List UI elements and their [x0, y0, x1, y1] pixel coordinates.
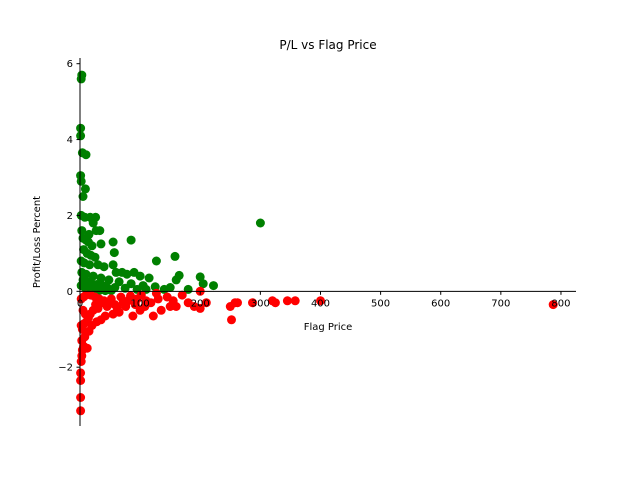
data-point	[121, 302, 131, 311]
data-point	[90, 252, 100, 262]
data-point	[120, 283, 130, 293]
data-point	[255, 218, 265, 228]
x-tick-label: 400	[311, 298, 330, 309]
data-point	[170, 251, 180, 261]
data-point	[97, 298, 107, 308]
x-tick-label: 600	[431, 298, 450, 309]
x-axis-label: Flag Price	[304, 322, 353, 333]
data-point	[82, 317, 92, 327]
data-point	[233, 298, 242, 308]
data-point	[76, 74, 86, 84]
data-point	[201, 298, 211, 308]
data-point	[91, 226, 101, 236]
x-tick-label: 200	[191, 298, 210, 309]
data-point	[316, 296, 325, 306]
y-tick-label: 4	[67, 135, 73, 146]
data-point	[195, 272, 205, 282]
x-tick-label: 800	[551, 298, 570, 309]
y-axis-label: Profit/Loss Percent	[32, 196, 43, 288]
data-point	[76, 123, 86, 133]
y-ticks: −2 0 2 4 6	[58, 59, 80, 374]
data-point	[122, 269, 132, 279]
data-point	[116, 292, 126, 302]
data-point	[290, 296, 300, 306]
x-tick-label: 700	[491, 298, 510, 309]
data-point	[109, 248, 119, 258]
data-point	[126, 291, 135, 301]
data-point	[135, 271, 145, 281]
data-point	[151, 256, 161, 266]
data-point	[548, 300, 558, 310]
data-point	[126, 235, 136, 245]
data-point	[156, 305, 166, 315]
chart-title: P/L vs Flag Price	[279, 38, 376, 52]
data-point	[128, 311, 138, 321]
x-tick-label: 0	[77, 298, 83, 309]
data-point	[76, 376, 86, 385]
x-ticks: 0 100 200 300 400 500 600 700 800	[77, 291, 571, 309]
data-point	[148, 311, 158, 321]
data-point	[130, 300, 140, 310]
data-point	[76, 176, 86, 186]
data-point	[76, 406, 86, 416]
data-point	[168, 296, 178, 306]
data-point	[209, 281, 218, 291]
data-point	[88, 218, 98, 228]
points-layer	[76, 70, 558, 416]
data-point	[88, 271, 98, 281]
data-point	[81, 150, 91, 160]
data-point	[108, 237, 118, 247]
data-point	[248, 298, 257, 308]
data-point	[82, 343, 92, 353]
data-point	[112, 303, 122, 313]
data-point	[227, 315, 236, 325]
data-point	[104, 275, 114, 285]
data-point	[76, 393, 86, 402]
data-point	[198, 279, 208, 289]
data-point	[85, 309, 95, 319]
x-tick-label: 100	[131, 298, 150, 309]
x-tick-label: 300	[251, 298, 270, 309]
data-point	[99, 262, 109, 272]
data-point	[106, 286, 116, 296]
data-point	[174, 270, 184, 280]
data-point	[85, 260, 95, 270]
data-point	[76, 131, 86, 141]
data-point	[144, 273, 154, 283]
data-point	[100, 311, 110, 321]
y-tick-label: 2	[67, 211, 73, 222]
y-tick-label: 6	[67, 59, 73, 70]
data-point	[77, 226, 87, 236]
data-point	[195, 303, 205, 313]
x-tick-label: 500	[371, 298, 390, 309]
data-point	[106, 294, 116, 304]
data-point	[270, 298, 280, 308]
data-point	[78, 192, 88, 201]
data-point	[108, 260, 118, 270]
data-point	[282, 296, 292, 306]
data-point	[153, 294, 163, 304]
data-point	[96, 273, 106, 283]
data-point	[76, 368, 86, 378]
data-point	[136, 290, 146, 300]
data-point	[87, 241, 97, 251]
data-point	[96, 239, 106, 249]
y-tick-label: −2	[58, 363, 73, 374]
data-point	[177, 290, 187, 300]
data-point	[140, 302, 150, 311]
data-point	[80, 184, 90, 194]
y-tick-label: 0	[67, 287, 73, 298]
